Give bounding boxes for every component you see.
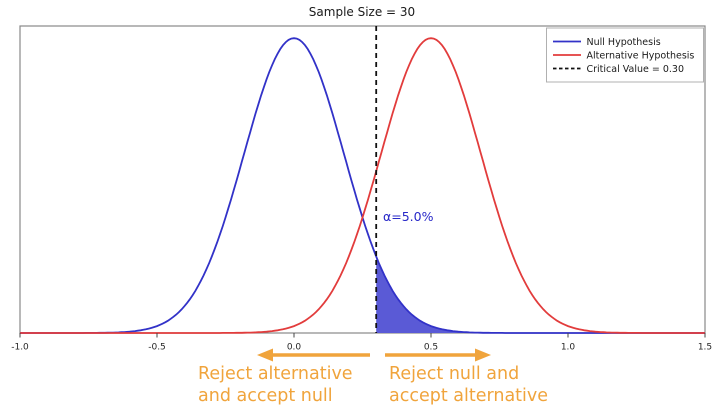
rejection-region-fill xyxy=(376,256,705,333)
x-axis-ticks: -1.0 -0.5 0.0 0.5 1.0 1.5 xyxy=(11,333,712,353)
legend-box xyxy=(546,27,704,83)
right-arrowhead-icon xyxy=(475,348,491,362)
legend-item-label: Critical Value = 0.30 xyxy=(587,64,685,75)
reject-null-arrow xyxy=(385,348,491,362)
reject-alternative-text-line2: and accept null xyxy=(198,386,333,406)
reject-alternative-text-line1: Reject alternative xyxy=(198,364,353,384)
legend-item-label: Null Hypothesis xyxy=(587,37,661,48)
x-tick-label: 0.0 xyxy=(287,343,302,353)
alternative-hypothesis-curve xyxy=(20,37,705,334)
reject-null-text-line2: accept alternative xyxy=(389,386,548,406)
left-arrowhead-icon xyxy=(257,348,273,362)
plot-border xyxy=(19,25,706,334)
legend-item-label: Alternative Hypothesis xyxy=(587,51,695,62)
x-tick-label: 1.5 xyxy=(698,343,712,353)
x-tick-label: 0.5 xyxy=(424,343,438,353)
alpha-label: α=5.0% xyxy=(383,209,434,224)
x-tick-label: -0.5 xyxy=(148,343,166,353)
legend: Null Hypothesis Alternative Hypothesis Cri… xyxy=(546,27,704,83)
chart-title: Sample Size = 30 xyxy=(309,5,415,19)
x-tick-label: 1.0 xyxy=(561,343,576,353)
reject-alternative-arrow xyxy=(257,348,370,362)
x-tick-label: -1.0 xyxy=(11,343,29,353)
reject-null-text-line1: Reject null and xyxy=(389,364,519,384)
distribution-curves xyxy=(20,37,705,334)
